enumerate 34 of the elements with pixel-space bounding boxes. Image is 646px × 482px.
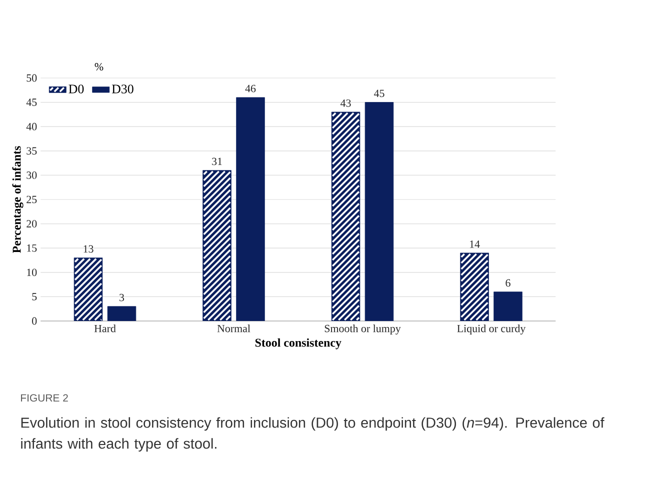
data-label: 45 [374, 90, 384, 98]
x-tick-label: Smooth or lumpy [324, 324, 401, 334]
y-tick-label: 5 [32, 293, 37, 300]
text: Evolution in stool consistency from inclusion (D0) to endpoint (D30) (n=94). Prevalence of infants with each type of stool. [21, 417, 604, 452]
data-label: 13 [84, 245, 94, 253]
y-tick-label: 10 [27, 268, 37, 276]
y-tick-label: 30 [26, 172, 37, 179]
x-tick-label: Liquid or curdy [457, 324, 526, 334]
y-tick-label: 35 [26, 147, 37, 155]
legend-label: D0 [68, 84, 84, 94]
y-tick-label: 15 [27, 244, 37, 252]
caption: FIGURE 2 [21, 394, 68, 402]
data-label: 31 [212, 158, 222, 166]
bar [107, 306, 136, 321]
y-tick-label: 40 [26, 122, 37, 130]
data-label: 3 [120, 294, 124, 302]
y-tick-label: 50 [26, 74, 37, 82]
data-label: 46 [245, 84, 256, 92]
data-label: 43 [340, 99, 351, 107]
bar [236, 97, 265, 321]
bar [364, 102, 394, 321]
x-tick-label: Normal [217, 324, 250, 332]
y-axis-title: Percentage of infants [12, 146, 24, 253]
text: % [94, 63, 104, 70]
bar [494, 292, 522, 321]
legend-label: D30 [112, 84, 134, 94]
y-tick-label: 45 [26, 98, 37, 106]
y-tick-label: 20 [26, 220, 37, 228]
x-axis-title: Stool consistency [255, 338, 342, 350]
y-tick-label: 25 [26, 196, 37, 204]
data-label: 6 [506, 279, 510, 287]
data-label: 14 [470, 240, 480, 248]
x-tick-label: Hard [94, 324, 116, 332]
y-tick-label: 0 [32, 317, 37, 325]
